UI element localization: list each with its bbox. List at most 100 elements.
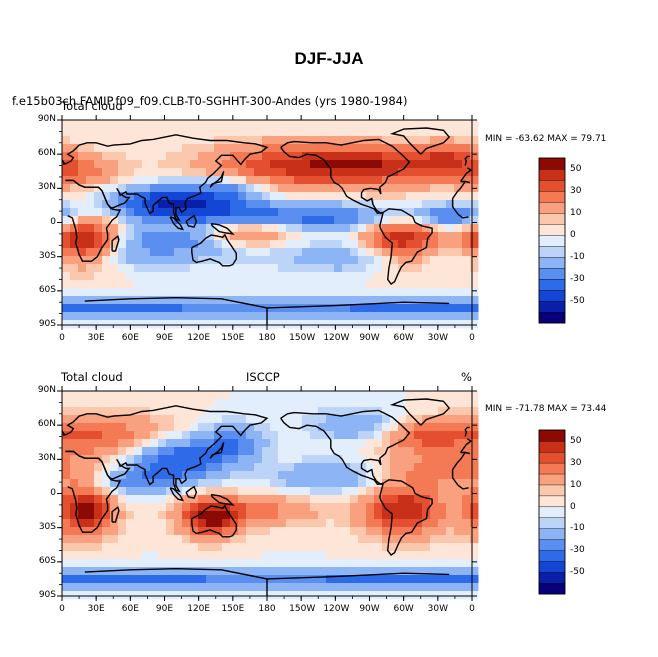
field-cell <box>254 152 263 161</box>
field-cell <box>118 415 127 424</box>
field-cell <box>190 152 199 161</box>
field-cell <box>262 232 271 241</box>
field-cell <box>294 495 303 504</box>
field-cell <box>342 144 351 153</box>
colorbar-label: -50 <box>570 567 585 578</box>
field-cell <box>422 455 431 464</box>
field-cell <box>462 216 471 225</box>
field-cell <box>166 240 175 249</box>
field-cell <box>414 280 423 289</box>
field-cell <box>470 128 479 137</box>
field-cell <box>262 176 271 185</box>
field-cell <box>390 216 399 225</box>
field-cell <box>430 407 439 416</box>
field-cell <box>238 583 247 592</box>
field-cell <box>174 391 183 400</box>
field-cell <box>414 272 423 281</box>
field-cell <box>470 591 479 600</box>
field-cell <box>462 264 471 273</box>
field-cell <box>358 487 367 496</box>
field-cell <box>182 471 191 480</box>
y-tick-label: 30N <box>37 182 56 193</box>
field-cell <box>230 535 239 544</box>
field-cell <box>302 176 311 185</box>
field-cell <box>318 463 327 472</box>
field-cell <box>110 136 119 145</box>
field-cell <box>414 120 423 129</box>
field-cell <box>430 184 439 193</box>
field-cell <box>246 487 255 496</box>
field-cell <box>174 136 183 145</box>
field-cell <box>390 312 399 321</box>
field-cell <box>86 471 95 480</box>
field-cell <box>430 200 439 209</box>
field-cell <box>414 391 423 400</box>
field-cell <box>446 312 455 321</box>
field-cell <box>110 503 119 512</box>
field-cell <box>86 256 95 265</box>
field-cell <box>326 304 335 313</box>
field-cell <box>102 415 111 424</box>
field-cell <box>398 431 407 440</box>
field-cell <box>222 200 231 209</box>
field-cell <box>214 152 223 161</box>
coastline <box>379 208 433 285</box>
field-cell <box>134 280 143 289</box>
field-cell <box>446 288 455 297</box>
field-cell <box>214 256 223 265</box>
field-cell <box>238 559 247 568</box>
field-cell <box>150 415 159 424</box>
field-cell <box>334 264 343 273</box>
x-tick-label: 90W <box>359 333 380 343</box>
field-cell <box>262 184 271 193</box>
field-cell <box>94 232 103 241</box>
field-cell <box>398 447 407 456</box>
field-cell <box>206 192 215 201</box>
field-cell <box>342 471 351 480</box>
field-cell <box>94 519 103 528</box>
field-cell <box>94 511 103 520</box>
field-cell <box>342 479 351 488</box>
field-cell <box>430 296 439 305</box>
field-cell <box>318 407 327 416</box>
coastline <box>185 214 198 228</box>
field-cell <box>326 128 335 137</box>
field-cell <box>198 591 207 600</box>
field-cell <box>126 447 135 456</box>
field-cell <box>470 391 479 400</box>
field-cell <box>62 232 71 241</box>
field-cell <box>422 296 431 305</box>
field-cell <box>246 575 255 584</box>
field-cell <box>246 296 255 305</box>
field-cell <box>110 495 119 504</box>
field-cell <box>374 527 383 536</box>
field-cell <box>270 447 279 456</box>
field-cell <box>334 152 343 161</box>
field-cell <box>86 535 95 544</box>
field-cell <box>422 160 431 169</box>
field-cell <box>230 312 239 321</box>
field-cell <box>398 471 407 480</box>
field-cell <box>190 535 199 544</box>
field-cell <box>222 168 231 177</box>
field-cell <box>86 160 95 169</box>
field-cell <box>470 487 479 496</box>
field-cell <box>390 391 399 400</box>
field-cell <box>246 431 255 440</box>
field-cell <box>126 320 135 329</box>
field-cell <box>182 304 191 313</box>
field-cell <box>78 296 87 305</box>
field-cell <box>438 431 447 440</box>
field-cell <box>454 583 463 592</box>
field-cell <box>62 463 71 472</box>
field-cell <box>182 511 191 520</box>
field-cell <box>70 224 79 233</box>
field-cell <box>390 176 399 185</box>
field-cell <box>62 224 71 233</box>
field-cell <box>294 423 303 432</box>
field-cell <box>278 240 287 249</box>
field-cell <box>134 447 143 456</box>
field-cell <box>390 272 399 281</box>
field-cell <box>94 264 103 273</box>
field-cell <box>374 304 383 313</box>
